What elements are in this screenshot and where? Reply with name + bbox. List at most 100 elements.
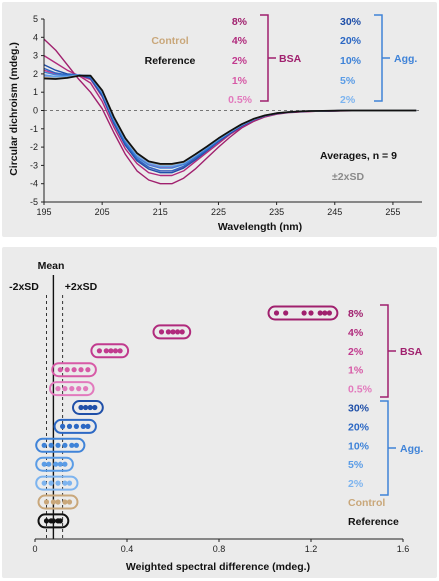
row-capsule-agg_30 [72, 400, 104, 415]
data-point-bsa_8 [322, 310, 328, 316]
row-capsule-bsa_1 [51, 362, 97, 378]
data-point-bsa_4 [158, 329, 165, 335]
y-tick-label: -1 [30, 124, 38, 134]
data-point-control [55, 499, 61, 505]
x-tick-label: 225 [211, 207, 226, 217]
row-labels: 8% 4% 2% 1% 0.5% 30% 20% 10% 5% 2% Control Referenc… [348, 308, 399, 528]
data-point-agg_10 [62, 442, 68, 448]
mean-label: Mean [38, 260, 65, 272]
row-label-bsa_2: 2% [348, 346, 364, 358]
data-point-agg_30 [87, 404, 93, 411]
agg-bracket [380, 400, 396, 496]
row-capsule-reference [37, 513, 70, 529]
minus-sd-label: -2xSD [9, 281, 39, 293]
row-capsule-agg_5 [35, 456, 74, 472]
data-point-agg_30 [78, 404, 84, 411]
plus-sd-label: +2xSD [65, 281, 98, 293]
data-point-agg_30 [92, 404, 98, 411]
data-point-agg_20 [66, 423, 73, 429]
y-tick-label: 0 [33, 106, 38, 116]
data-point-reference [50, 518, 57, 524]
data-point-agg_10 [73, 442, 79, 448]
row-label-agg_20: 20% [348, 421, 370, 433]
y-tick-label: 1 [33, 87, 38, 97]
row-label-agg_10: 10% [348, 440, 370, 452]
data-point-bsa_8 [326, 310, 332, 316]
data-point-bsa_1 [64, 367, 70, 373]
data-point-control [62, 499, 68, 505]
legend: Control Reference 8% 4% 2% 1% 0.5% BSA 3… [145, 14, 417, 106]
row-label-bsa_1: 1% [348, 365, 364, 377]
wsd-chart: 0 0.4 0.8 1.2 1.6 Mean -2xSD +2xSD Weighted … [9, 260, 423, 573]
data-point-bsa_0_5 [62, 386, 68, 392]
row-capsule-bsa_0_5 [49, 381, 95, 397]
legend-reference: Reference [145, 55, 196, 67]
y-tick-label: 4 [33, 32, 38, 42]
row-capsule-bsa_2 [90, 343, 130, 359]
data-point-agg_20 [80, 423, 86, 429]
row-capsule-agg_20 [53, 418, 97, 434]
bsa-bracket [260, 14, 276, 102]
data-point-bsa_4 [170, 329, 176, 335]
x-tick-label: 255 [385, 207, 400, 217]
data-point-bsa_1 [85, 367, 91, 373]
x-tick-label: 0 [32, 544, 37, 554]
legend-agg-10: 10% [340, 55, 362, 67]
row-label-bsa_0_5: 0.5% [348, 384, 373, 396]
data-point-bsa_1 [57, 367, 63, 373]
sd-annotation: ±2xSD [332, 171, 364, 183]
data-point-bsa_1 [71, 367, 77, 373]
data-point-agg_2 [48, 480, 54, 486]
x-tick-label: 0.4 [121, 544, 134, 554]
data-point-bsa_8 [273, 310, 280, 316]
y-tick-label: 3 [33, 51, 38, 61]
x-tick-label: 215 [153, 207, 168, 217]
data-point-bsa_0_5 [76, 386, 82, 392]
y-tick-label: 2 [33, 69, 38, 79]
row-capsule-control [37, 494, 79, 510]
y-tick-label: -4 [30, 179, 38, 189]
data-point-bsa_2 [112, 348, 119, 354]
legend-bsa-0-5: 0.5% [228, 94, 253, 106]
spectra-lines [43, 38, 417, 185]
row-label-agg_2: 2% [348, 478, 364, 490]
x-tick-label: 1.2 [305, 544, 318, 554]
axes: 0 0.4 0.8 1.2 1.6 [32, 538, 410, 554]
x-tick-label: 245 [327, 207, 342, 217]
bsa-group-label: BSA [400, 346, 423, 358]
x-axis-label: Weighted spectral difference (mdeg.) [126, 561, 310, 573]
data-point-control [43, 499, 50, 505]
y-tick-label: -3 [30, 160, 38, 170]
agg-bracket [374, 14, 390, 102]
data-point-agg_5 [53, 461, 59, 467]
data-point-control [66, 499, 73, 505]
y-axis-label: Circular dichroism (mdeg.) [8, 42, 20, 176]
data-point-bsa_8 [301, 310, 307, 316]
data-point-agg_20 [60, 423, 66, 429]
x-axis-label: Wavelength (nm) [218, 221, 302, 233]
data-point-bsa_0_5 [83, 386, 89, 392]
legend-bsa-4: 4% [232, 35, 248, 47]
data-point-bsa_0_5 [55, 386, 61, 392]
legend-agg-20: 20% [340, 35, 362, 47]
data-point-bsa_1 [78, 367, 84, 373]
data-point-agg_2 [55, 480, 61, 486]
row-capsule-bsa_4 [152, 324, 192, 340]
legend-bsa-group: BSA [279, 53, 302, 65]
data-point-agg_5 [46, 461, 52, 467]
data-point-bsa_4 [175, 329, 181, 335]
data-point-bsa_8 [317, 310, 323, 316]
reference-lines [46, 275, 64, 539]
data-point-agg_10 [48, 442, 54, 448]
legend-bsa-8: 8% [232, 16, 248, 28]
legend-bsa-2: 2% [232, 55, 248, 67]
data-point-bsa_2 [117, 348, 123, 354]
data-point-bsa_2 [96, 348, 102, 354]
x-tick-label: 205 [95, 207, 110, 217]
row-capsule-agg_10 [35, 437, 86, 453]
x-tick-label: 1.6 [397, 544, 410, 554]
agg-group-label: Agg. [400, 443, 423, 455]
data-point-agg_20 [85, 423, 91, 429]
